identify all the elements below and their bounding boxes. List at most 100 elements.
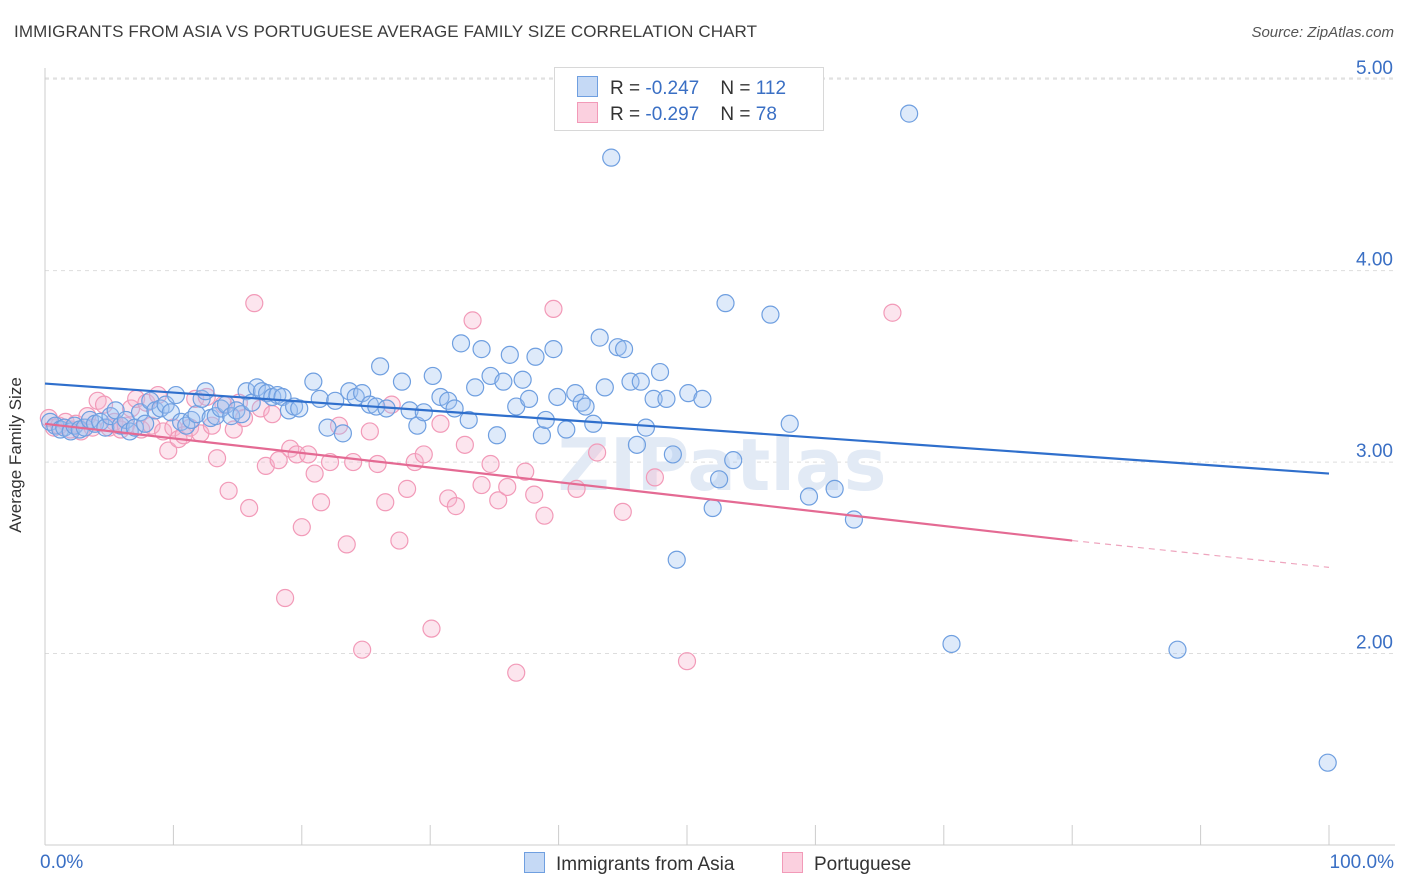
point-asia [602, 148, 621, 167]
point-asia [799, 487, 819, 506]
point-asia [526, 347, 545, 366]
stats-legend: R = -0.247 N = 112 R = -0.297 N = 78 [554, 67, 824, 131]
point-asia [667, 550, 686, 569]
point-portuguese [368, 454, 387, 474]
legend-n-value: 78 [755, 104, 777, 125]
point-portuguese [344, 452, 363, 472]
point-portuguese [276, 588, 295, 608]
point-asia [614, 340, 634, 359]
point-asia [513, 370, 532, 389]
point-portuguese [516, 462, 535, 481]
point-portuguese [414, 445, 433, 464]
legend-row-asia: R = -0.247 N = 112 [577, 76, 786, 100]
point-portuguese [588, 443, 607, 462]
legend-swatch-portuguese [577, 102, 598, 123]
trend-line-extension-portuguese [1072, 539, 1330, 568]
point-asia [709, 470, 729, 489]
legend-swatch-asia [577, 76, 598, 97]
point-portuguese [677, 652, 697, 671]
point-portuguese [320, 452, 340, 472]
point-asia [237, 382, 256, 401]
x-tick-min: 0.0% [40, 852, 84, 873]
point-portuguese [507, 663, 526, 682]
point-asia [557, 420, 576, 439]
point-asia [445, 399, 464, 418]
point-asia [595, 378, 614, 397]
point-asia [371, 357, 390, 376]
point-asia [825, 479, 844, 498]
trend-line-portuguese [44, 422, 1073, 542]
point-portuguese [245, 294, 264, 313]
point-portuguese [263, 405, 282, 424]
point-portuguese [489, 491, 508, 510]
point-portuguese [207, 449, 227, 468]
point-asia [166, 385, 186, 405]
point-portuguese [535, 506, 554, 525]
source-label: Source: ZipAtlas.com [1251, 24, 1394, 41]
point-asia [532, 426, 552, 445]
point-portuguese [525, 485, 544, 504]
point-asia [414, 403, 433, 422]
point-asia [182, 410, 201, 430]
point-asia [472, 340, 491, 359]
point-asia [761, 305, 780, 324]
point-asia [494, 372, 513, 391]
point-portuguese [159, 441, 178, 460]
point-asia [232, 405, 251, 424]
point-asia [392, 372, 412, 391]
watermark: ZIPatlas [558, 423, 887, 507]
point-portuguese [481, 454, 500, 474]
point-asia [844, 510, 864, 529]
point-asia [111, 416, 130, 435]
point-asia [724, 451, 743, 470]
y-tick-label: 5.00 [1356, 58, 1393, 79]
point-portuguese [202, 416, 222, 435]
point-portuguese [311, 493, 331, 512]
point-asia [130, 403, 150, 422]
x-tick-max: 100.0% [1329, 852, 1394, 873]
point-portuguese [337, 535, 356, 554]
point-asia [576, 397, 595, 416]
point-portuguese [446, 497, 465, 516]
point-asia [196, 382, 215, 401]
point-portuguese [397, 479, 417, 498]
point-asia [141, 391, 160, 410]
point-asia [459, 410, 478, 430]
series-swatch-asia [524, 852, 545, 873]
point-asia [900, 104, 919, 123]
point-portuguese [544, 299, 563, 319]
legend-n-value: 112 [755, 78, 787, 99]
point-portuguese [455, 435, 474, 454]
point-asia [663, 445, 682, 464]
point-asia [590, 328, 609, 347]
y-tick-label: 2.00 [1356, 633, 1393, 654]
point-portuguese [463, 311, 482, 330]
point-portuguese [240, 498, 259, 518]
point-asia [566, 384, 585, 403]
point-portuguese [431, 414, 450, 433]
point-portuguese [390, 531, 409, 550]
point-portuguese [292, 518, 311, 537]
point-asia [636, 418, 656, 437]
series-legend-label: Portuguese [814, 854, 912, 875]
point-asia [631, 372, 650, 391]
point-asia [423, 366, 442, 386]
point-asia [333, 424, 352, 443]
point-asia [657, 389, 676, 408]
point-asia [500, 345, 519, 364]
point-asia [693, 389, 712, 408]
series-legend-label: Immigrants from Asia [556, 854, 735, 875]
legend-r-value: -0.247 [645, 78, 700, 99]
point-portuguese [422, 619, 441, 638]
legend-n-label: N = [720, 104, 756, 125]
point-asia [136, 414, 155, 433]
legend-row-portuguese: R = -0.297 N = 78 [577, 102, 777, 126]
legend-n-label: N = [720, 78, 756, 99]
legend-r-label: R = [610, 78, 646, 99]
point-portuguese [360, 422, 379, 441]
point-portuguese [613, 502, 632, 521]
point-asia [644, 389, 663, 408]
point-asia [451, 334, 471, 353]
point-asia [703, 498, 722, 518]
